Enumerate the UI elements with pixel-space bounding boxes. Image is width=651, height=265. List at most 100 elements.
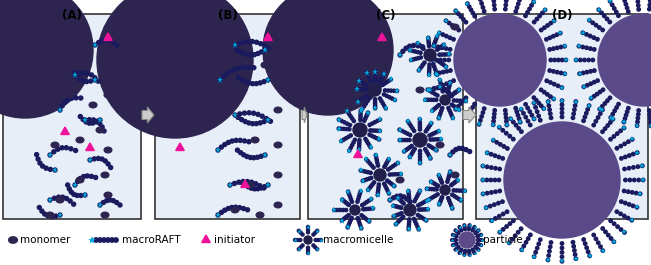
Circle shape [454,9,458,12]
Circle shape [367,111,370,114]
Circle shape [469,109,473,112]
Circle shape [464,249,467,252]
Circle shape [359,116,362,119]
Circle shape [438,175,441,179]
Circle shape [452,238,456,241]
Circle shape [463,224,466,227]
Circle shape [262,80,266,83]
Circle shape [546,100,550,103]
Circle shape [505,210,508,213]
Circle shape [387,158,390,161]
Circle shape [453,234,456,237]
Circle shape [223,208,227,212]
Circle shape [350,216,353,219]
Circle shape [251,39,255,43]
Circle shape [388,173,391,176]
Circle shape [317,238,320,241]
Circle shape [374,102,377,105]
Ellipse shape [101,172,109,178]
Circle shape [587,250,590,253]
Circle shape [501,129,505,132]
Circle shape [474,232,477,234]
Circle shape [48,198,52,202]
Circle shape [238,138,242,142]
Circle shape [406,139,409,142]
Circle shape [89,79,92,83]
Circle shape [514,123,518,127]
Circle shape [78,176,83,180]
Circle shape [345,215,348,218]
Text: particle: particle [483,235,523,245]
Circle shape [481,164,484,168]
Polygon shape [61,127,69,135]
Circle shape [70,96,74,100]
Circle shape [608,96,612,99]
Circle shape [446,90,449,94]
Circle shape [58,213,62,217]
Circle shape [613,222,616,226]
Ellipse shape [8,237,18,243]
Circle shape [437,45,440,48]
Circle shape [385,81,389,84]
Circle shape [232,182,236,185]
Circle shape [422,47,425,50]
Circle shape [346,110,349,113]
Circle shape [585,70,589,74]
Circle shape [574,100,577,103]
Circle shape [44,166,48,170]
Circle shape [373,121,376,124]
Circle shape [111,41,115,45]
Circle shape [411,49,414,52]
Circle shape [514,107,518,110]
Circle shape [516,113,519,117]
Circle shape [233,113,237,117]
Polygon shape [176,143,184,151]
Circle shape [247,140,251,144]
Ellipse shape [104,192,112,198]
Ellipse shape [104,92,112,98]
Circle shape [408,155,411,158]
Circle shape [383,104,386,107]
Circle shape [357,219,360,222]
Circle shape [540,11,544,15]
Circle shape [454,229,457,232]
Circle shape [242,65,246,69]
Circle shape [548,108,551,111]
Circle shape [628,178,631,182]
Circle shape [342,127,346,130]
Circle shape [398,194,402,198]
Circle shape [603,127,607,130]
Circle shape [349,115,352,118]
Circle shape [467,5,471,8]
Circle shape [374,129,377,132]
Circle shape [555,70,559,74]
Circle shape [252,156,256,160]
Circle shape [585,246,589,249]
Circle shape [110,238,114,242]
Circle shape [419,203,422,206]
Circle shape [493,3,496,7]
Circle shape [66,183,70,187]
Circle shape [445,47,448,50]
Circle shape [358,139,361,142]
Circle shape [462,99,465,102]
Circle shape [454,105,457,109]
Circle shape [72,70,76,74]
Circle shape [449,81,452,84]
Circle shape [437,31,441,35]
Circle shape [546,258,549,262]
Circle shape [347,214,350,217]
Polygon shape [302,107,307,123]
Polygon shape [353,150,362,157]
Circle shape [411,127,414,130]
Circle shape [340,119,343,122]
Circle shape [589,47,592,50]
Circle shape [529,123,532,127]
Circle shape [438,85,441,89]
Circle shape [436,105,439,108]
Circle shape [248,156,253,160]
Circle shape [623,167,626,171]
Circle shape [538,14,542,18]
Circle shape [238,151,243,155]
Circle shape [418,118,421,121]
